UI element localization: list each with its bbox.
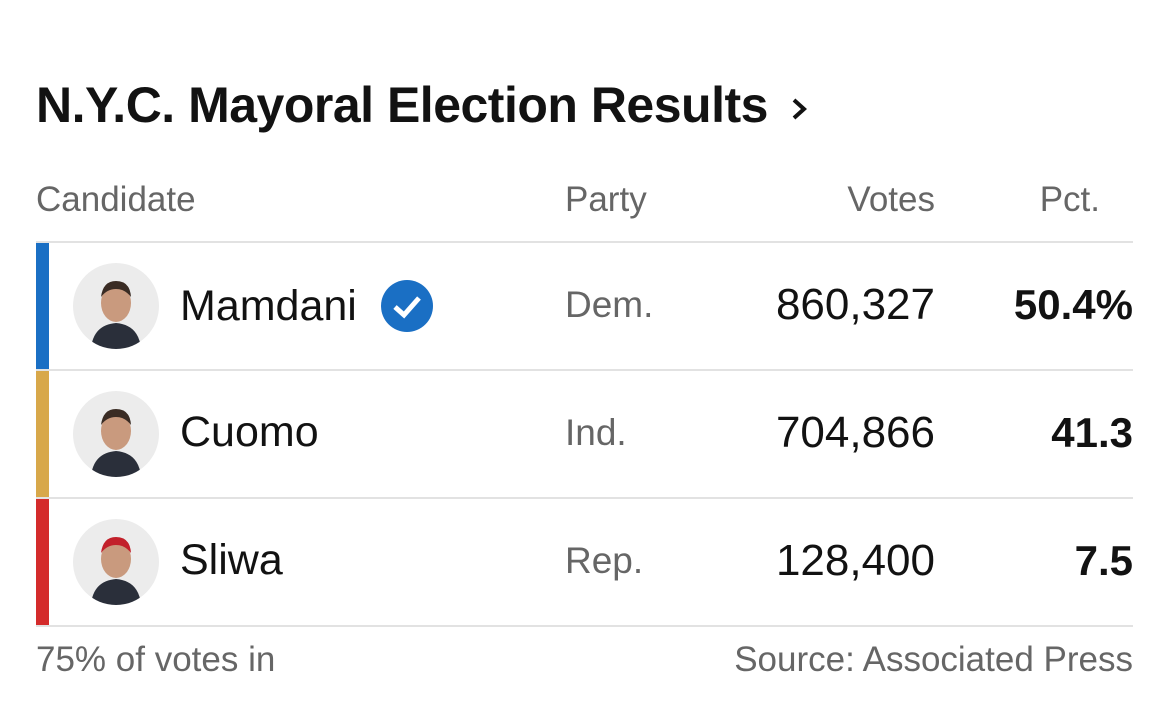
- avatar: [91, 281, 141, 349]
- divider: [36, 625, 1133, 627]
- candidate-photo: [73, 391, 159, 477]
- party: Ind.: [565, 412, 627, 453]
- party-color-bar: [36, 371, 49, 497]
- candidate-name: Cuomo: [180, 408, 319, 456]
- chevron-icon[interactable]: [789, 94, 811, 124]
- votes: 128,400: [775, 536, 935, 585]
- party-color-bar: [36, 499, 49, 625]
- avatar: [91, 409, 141, 477]
- divider: [36, 241, 1133, 243]
- candidate-row-name: Sliwa: [180, 536, 283, 585]
- candidate-row-name: Cuomo: [180, 408, 319, 457]
- party-color-bar: [36, 243, 49, 369]
- column-header: Votes: [847, 180, 935, 219]
- party: Dem.: [565, 284, 654, 325]
- title-text[interactable]: N.Y.C. Mayoral Election Results: [36, 77, 768, 133]
- footer-source: Source: Associated Press: [734, 640, 1133, 679]
- title[interactable]: N.Y.C. Mayoral Election Results: [36, 76, 811, 134]
- percent: 41.3: [1051, 409, 1133, 456]
- candidate-name: Sliwa: [180, 536, 283, 584]
- column-header: Party: [565, 180, 647, 219]
- column-header: Candidate: [36, 180, 196, 219]
- candidate-row-name: Mamdani: [180, 280, 433, 332]
- avatar: [91, 537, 141, 605]
- votes: 860,327: [775, 280, 935, 329]
- footer-note: 75% of votes in: [36, 640, 276, 679]
- divider: [36, 497, 1133, 499]
- votes: 704,866: [775, 408, 935, 457]
- winner-check: [380, 280, 433, 332]
- column-header: Pct.: [1039, 180, 1100, 219]
- percent: 7.5: [1074, 537, 1133, 584]
- candidate-name: Mamdani: [180, 281, 357, 330]
- candidate-photo: [73, 263, 159, 349]
- party: Rep.: [565, 540, 644, 581]
- candidate-photo: [73, 519, 159, 605]
- divider: [36, 369, 1133, 371]
- percent: 50.4%: [1013, 281, 1133, 328]
